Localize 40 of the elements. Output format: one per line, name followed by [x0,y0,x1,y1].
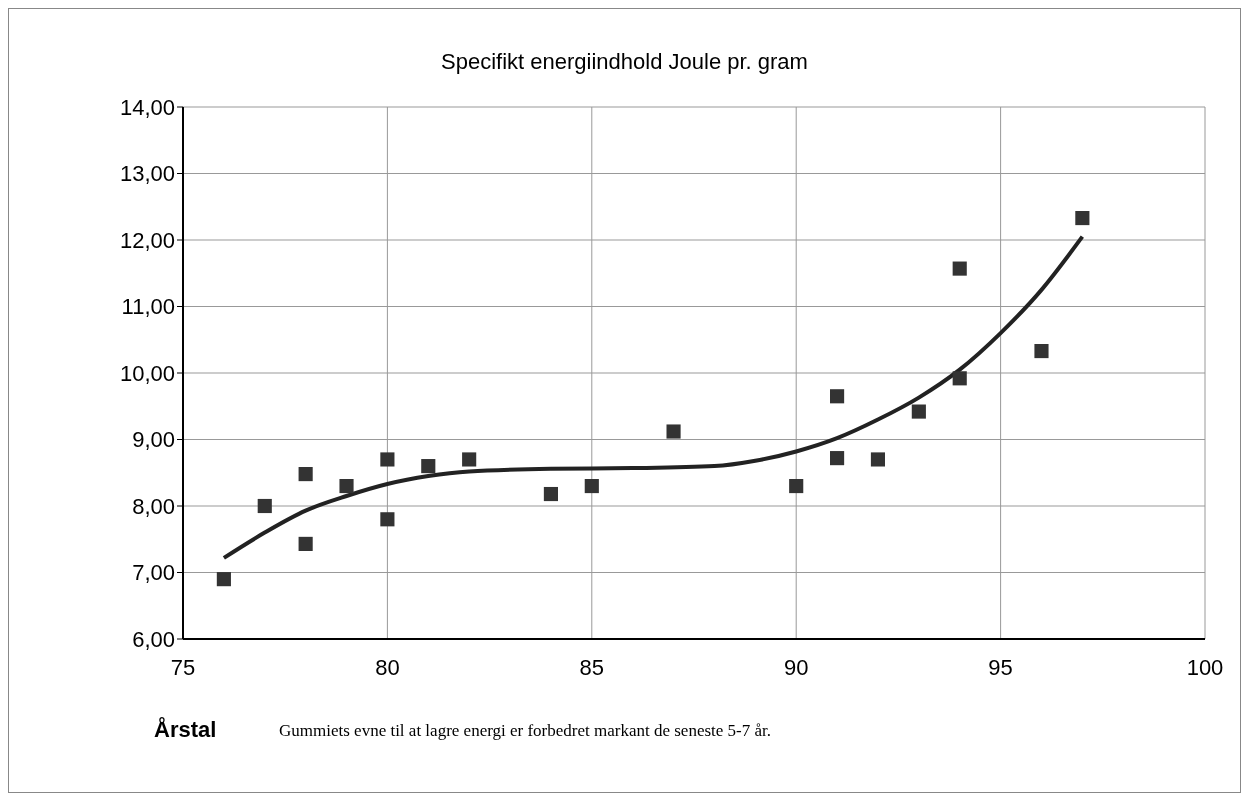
y-tick-label: 8,00 [132,493,175,519]
y-tick-label: 6,00 [132,626,175,652]
point [298,536,313,551]
line-series [221,234,1085,560]
x-tick-label: 90 [783,654,809,680]
point [380,452,395,467]
point [830,451,845,466]
point [870,452,886,467]
point [339,478,354,494]
point [1034,343,1049,359]
x-axis-title: Årstal [154,717,217,743]
point [911,404,926,419]
point [298,467,313,482]
point [380,512,395,527]
point [789,478,804,494]
point [584,478,599,494]
x-tick-label: 80 [375,654,400,680]
point [421,459,436,474]
point [543,486,558,502]
y-tick-label: 7,00 [132,560,175,586]
y-tick-label: 10,00 [119,360,175,386]
point [1075,210,1090,226]
point [666,424,681,439]
x-tick-label: 95 [988,654,1013,680]
x-tick-label: 85 [579,654,605,680]
point [216,572,231,587]
y-tick-label: 14,00 [119,94,175,120]
point [462,452,477,467]
x-tick-label: 75 [170,654,196,680]
chart-title: Specifikt energiindhold Joule pr. gram [440,49,809,75]
point [952,371,967,386]
text: Gummiets evne til at lagre energi er forbedret markant de seneste 5-7 år. [279,721,772,741]
point [830,389,845,404]
y-tick-label: 13,00 [119,161,175,187]
point [952,261,967,276]
point [257,498,272,514]
y-tick-label: 11,00 [121,294,175,320]
y-tick-label: 12,00 [119,227,175,253]
x-tick-label: 100 [1186,654,1224,680]
y-tick-label: 9,00 [132,427,175,453]
